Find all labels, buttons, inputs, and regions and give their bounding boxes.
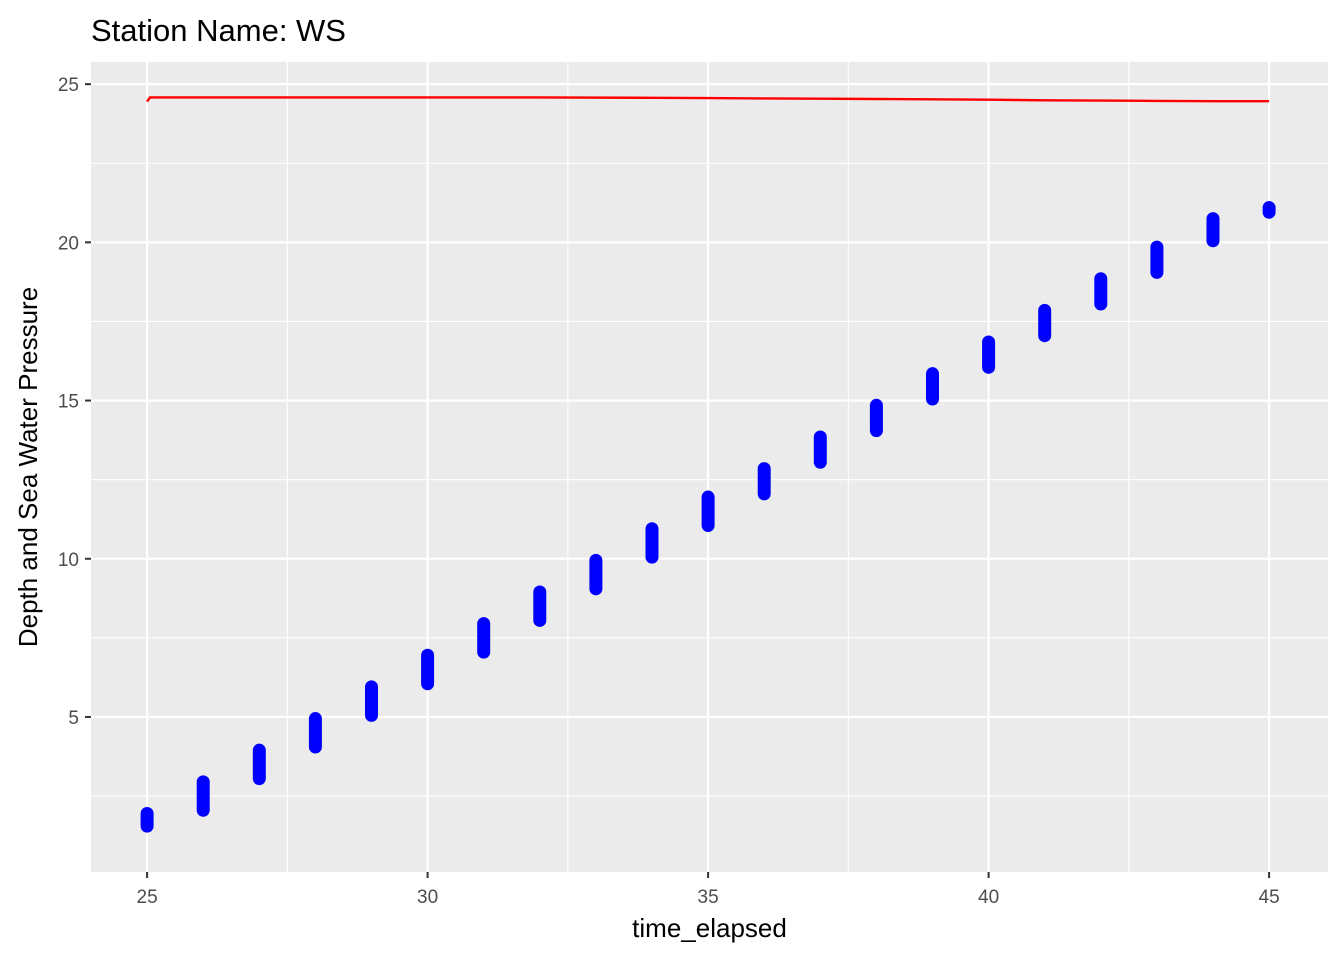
x-tick-label: 35 (698, 887, 719, 908)
series-layer (140, 96, 1276, 833)
x-tick-label: 45 (1259, 887, 1280, 908)
chart-title: Station Name: WS (91, 13, 346, 48)
x-tick-label: 30 (417, 887, 438, 908)
grid-minor (91, 62, 1328, 872)
y-axis: 5 10 15 20 25 (58, 75, 91, 729)
x-tick-label: 25 (137, 887, 158, 908)
x-axis-title: time_elapsed (632, 913, 787, 943)
pressure-line (146, 96, 1270, 103)
grid-major (91, 62, 1328, 872)
y-axis-title: Depth and Sea Water Pressure (13, 287, 43, 647)
x-axis: 25 30 35 40 45 (137, 872, 1280, 908)
y-tick-label: 25 (58, 75, 79, 96)
y-tick-label: 10 (58, 550, 79, 571)
plot-panel (91, 62, 1328, 872)
y-tick-label: 20 (58, 233, 79, 254)
y-tick-label: 15 (58, 392, 79, 413)
y-tick-label: 5 (68, 708, 79, 729)
x-tick-label: 40 (978, 887, 999, 908)
